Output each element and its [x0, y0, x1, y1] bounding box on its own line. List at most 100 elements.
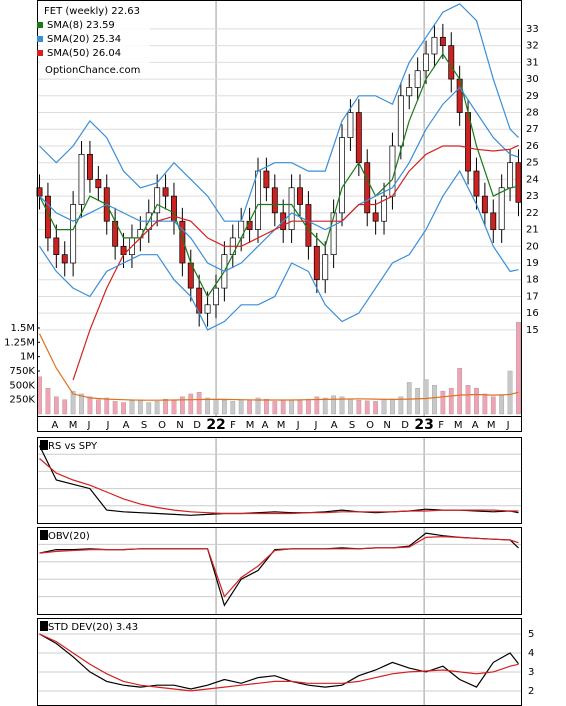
x-tick-label: M	[246, 420, 255, 431]
volume-bar	[87, 396, 93, 415]
candle-body	[406, 87, 413, 97]
volume-bar	[423, 379, 429, 415]
volume-bar	[314, 396, 320, 415]
x-tick-label: N	[176, 420, 183, 431]
x-tick-label: J	[506, 420, 510, 431]
volume-tick-label: 250K	[9, 395, 35, 406]
x-tick-label: J	[296, 420, 300, 431]
volume-bar	[490, 396, 496, 415]
y-tick-label: 30	[526, 74, 539, 85]
volume-bar	[95, 399, 101, 415]
volume-bar	[390, 398, 395, 415]
candle-body	[498, 187, 505, 230]
volume-bar	[45, 388, 51, 415]
volume-tick-label: 1.25M	[4, 337, 35, 348]
grid	[37, 0, 521, 705]
legend-label: SMA(20) 25.34	[47, 34, 121, 45]
candle-body	[330, 212, 337, 256]
y-tick-label: 29	[526, 91, 539, 102]
volume-tick-label: 1.5M	[10, 323, 35, 334]
x-tick-label: A	[52, 420, 59, 431]
candle-body	[255, 170, 261, 230]
volume-bar	[356, 400, 362, 415]
price-line	[39, 86, 519, 273]
volume-bar	[222, 400, 227, 415]
x-tick-label: S	[141, 420, 147, 431]
candle-body	[515, 162, 522, 203]
volume-bar	[499, 395, 505, 415]
candle-body	[490, 212, 497, 230]
price-line	[39, 169, 519, 331]
candle-body	[263, 170, 270, 189]
x-tick-label: M	[454, 420, 463, 431]
x-tick-label: A	[262, 420, 269, 431]
candle-body	[322, 254, 329, 281]
indicator-line	[39, 458, 519, 515]
x-tick-label: O	[158, 420, 166, 431]
legend-swatch	[37, 22, 43, 28]
y-tick-label: 33	[526, 24, 539, 35]
volume-bar	[415, 388, 420, 415]
panel-title: RS vs SPY	[48, 441, 98, 452]
watermark: OptionChance.com	[45, 65, 140, 76]
candle-body	[481, 195, 488, 214]
rs-frame	[37, 437, 522, 524]
candle-body	[204, 304, 211, 314]
volume-bar	[448, 388, 454, 415]
candle-body	[86, 153, 93, 180]
volume-bar	[306, 398, 311, 415]
volume-bar	[516, 322, 521, 415]
volume-bar	[138, 399, 143, 415]
y-tick-label: 31	[526, 57, 539, 68]
volume-bar	[53, 396, 59, 415]
volume-bar	[381, 399, 387, 415]
volume-bar	[205, 397, 210, 415]
volume-bar	[474, 388, 479, 415]
y-tick-label: 20	[526, 241, 539, 252]
candle-body	[364, 162, 371, 214]
y-tick-label: 19	[526, 258, 539, 269]
price-line	[39, 3, 519, 222]
x-tick-label: J	[106, 420, 110, 431]
indicator-line	[39, 633, 519, 690]
volume-bar	[230, 401, 236, 415]
y-tick-label: 18	[526, 275, 539, 286]
panel-title-box	[40, 440, 48, 450]
indicator-line	[39, 633, 519, 692]
volume-bar	[507, 370, 513, 415]
candle-body	[61, 254, 68, 264]
volume-bar	[289, 399, 294, 415]
legend-swatch	[37, 36, 43, 42]
candle-body	[397, 95, 404, 147]
legend-label: SMA(8) 23.59	[47, 20, 115, 31]
volume-bar	[213, 398, 219, 415]
volume-bar	[129, 400, 135, 415]
volume-bar	[146, 402, 152, 415]
volume-bar	[79, 393, 84, 415]
candle-body	[339, 137, 345, 214]
x-tick-label: O	[366, 420, 374, 431]
candle-body	[414, 70, 421, 88]
volume-bar	[331, 395, 336, 415]
x-tick-label: J	[87, 420, 91, 431]
volume-bar	[272, 401, 278, 415]
volume-bar	[255, 397, 261, 415]
y-tick-label: 15	[526, 325, 539, 336]
chart-title: FET (weekly) 22.63	[44, 6, 140, 17]
x-tick-label: D	[401, 420, 409, 431]
volume-bar	[264, 398, 269, 415]
panel-title-box	[40, 530, 48, 540]
volume-bar	[297, 400, 303, 415]
x-tick-label: S	[349, 420, 355, 431]
x-tick-label: J	[313, 420, 317, 431]
x-tick-label: A	[123, 420, 130, 431]
volume-bar	[348, 398, 353, 415]
candle-body	[473, 170, 480, 197]
y-tick-label: 26	[526, 141, 539, 152]
x-tick-label: M	[487, 420, 496, 431]
candle-body	[507, 162, 514, 189]
candle-body	[372, 212, 379, 222]
candle-body	[297, 187, 303, 205]
